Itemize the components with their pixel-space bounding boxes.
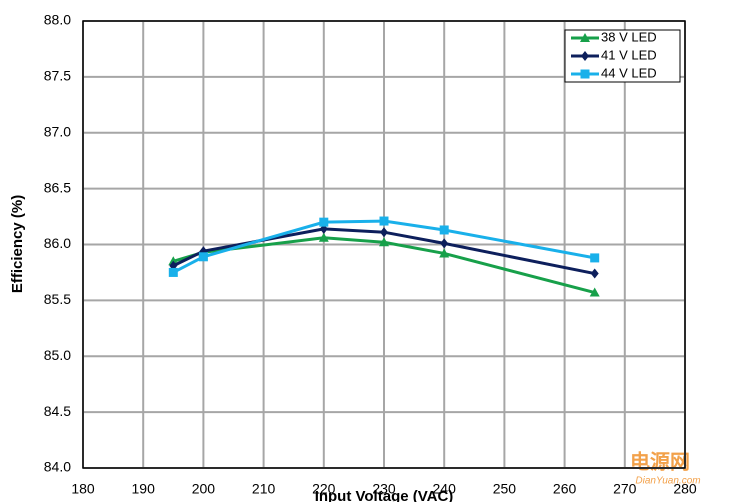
x-tick-label: 240 [433,481,457,497]
y-tick-label: 87.0 [44,123,71,139]
legend-label: 41 V LED [601,47,657,62]
y-tick-label: 85.5 [44,291,71,307]
y-tick-label: 88.0 [44,12,71,28]
x-tick-label: 230 [372,481,396,497]
watermark: 电源网 [630,450,690,473]
legend-marker [581,51,589,61]
marker [319,217,329,227]
marker [440,238,449,249]
y-tick-label: 84.5 [44,403,71,419]
marker [168,267,178,277]
legend-marker [580,33,590,42]
x-tick-label: 260 [553,481,577,497]
y-tick-label: 84.0 [44,459,71,475]
watermark-sub: DianYuan.com [635,476,700,487]
marker [439,248,450,258]
marker [198,252,208,262]
y-tick-label: 87.5 [44,68,71,84]
y-tick-label: 86.0 [44,235,71,251]
marker [589,287,600,297]
plot-border [82,20,686,469]
x-axis-label: Input Voltage (VAC) [315,488,454,502]
x-tick-label: 190 [132,481,156,497]
marker [379,216,389,226]
marker [439,225,449,235]
x-tick-label: 280 [673,481,697,497]
y-tick-label: 86.5 [44,179,71,195]
series-line [172,227,595,276]
y-tick-label: 85.0 [44,347,71,363]
marker [590,268,599,279]
legend-marker [580,69,590,79]
x-tick-label: 270 [613,481,637,497]
x-tick-label: 200 [192,481,216,497]
marker [590,253,600,263]
y-axis-label: Efficiency (%) [9,195,26,293]
x-tick-label: 220 [312,481,336,497]
marker [380,227,388,238]
x-tick-label: 180 [71,481,95,497]
legend-label: 38 V LED [601,29,657,44]
marker [318,232,329,242]
series-line [172,219,595,274]
x-tick-label: 210 [252,481,276,497]
legend-label: 44 V LED [601,65,657,80]
marker [379,237,389,247]
x-tick-label: 250 [493,481,517,497]
